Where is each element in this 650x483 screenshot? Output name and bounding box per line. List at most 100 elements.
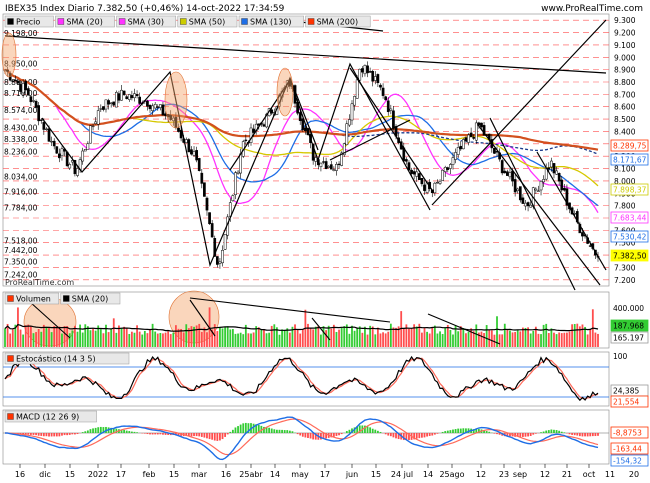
value-tag-box	[610, 230, 649, 243]
macd-histogram-bar	[162, 433, 164, 435]
candle-body	[117, 93, 121, 101]
macd-histogram-bar	[433, 433, 436, 435]
macd-histogram-bar	[125, 430, 128, 433]
volume-bar	[133, 332, 136, 347]
volume-bar	[581, 324, 584, 347]
macd-histogram-bar	[506, 433, 509, 437]
volume-bar	[514, 331, 517, 347]
macd-histogram-bar	[309, 433, 312, 439]
volume-bar	[550, 328, 553, 347]
x-tick-label: 12	[476, 470, 486, 479]
right-tick-label: 9.300	[614, 16, 636, 25]
macd-histogram-bar	[71, 433, 74, 435]
volume-bar	[6, 323, 9, 347]
left-tick-label: 7.442,00	[4, 246, 38, 255]
volume-bar	[506, 328, 509, 347]
candle-body	[500, 160, 504, 174]
volume-bar	[408, 328, 410, 347]
highlight-oval-2	[164, 71, 188, 129]
volume-bar	[244, 324, 247, 347]
macd-histogram-bar	[387, 433, 390, 436]
macd-histogram-bar	[263, 426, 265, 433]
macd-histogram-bar	[395, 433, 397, 439]
value-tag-box	[610, 319, 649, 332]
price-panel[interactable]	[2, 13, 610, 287]
legend-item	[177, 15, 238, 28]
volume-bar	[239, 332, 242, 347]
candle-body	[506, 171, 509, 176]
macd-histogram-bar	[335, 433, 338, 436]
macd-histogram-bar	[338, 433, 340, 436]
volume-bar	[138, 331, 141, 347]
macd-histogram-bar	[358, 425, 361, 433]
price-candles	[3, 61, 600, 269]
candle-body	[521, 197, 525, 204]
volume-bar	[97, 325, 100, 347]
volume-bar	[193, 326, 195, 347]
macd-histogram-bar	[560, 431, 563, 433]
volume-bar	[524, 327, 527, 347]
volume-bar	[216, 331, 219, 347]
volume-bar	[589, 329, 592, 347]
trendline-channel-b	[489, 117, 576, 291]
candle-body	[363, 65, 367, 75]
macd-histogram-bar	[84, 431, 87, 433]
watermark: www.ProRealTime.com	[541, 4, 643, 14]
candle-body	[187, 139, 191, 153]
macd-histogram-bar	[529, 433, 532, 436]
volume-bar	[488, 329, 491, 347]
volume-bar	[338, 329, 340, 347]
candle-body	[539, 181, 543, 191]
legend-label: MACD (12 26 9)	[16, 413, 79, 422]
macd-histogram-bar	[369, 427, 372, 433]
macd-histogram-bar	[524, 433, 527, 437]
macd-histogram-bar	[252, 423, 255, 433]
volume-sma-line	[4, 323, 599, 332]
candle-body	[392, 110, 395, 129]
macd-histogram-bar	[384, 433, 387, 435]
macd-histogram-bar	[219, 433, 221, 441]
candle-body	[171, 117, 175, 121]
macd-histogram-bar	[498, 433, 501, 435]
candle-body	[184, 139, 188, 143]
volume-bar	[353, 330, 356, 347]
candle-body	[415, 171, 419, 177]
candle-body	[16, 80, 20, 84]
macd-histogram-bar	[444, 431, 447, 433]
candle-body	[153, 103, 157, 109]
volume-bar	[115, 332, 118, 347]
volume-bar	[141, 334, 144, 347]
volume-bar	[42, 324, 45, 347]
volume-bar	[9, 333, 12, 347]
x-tick-label: 21	[562, 470, 572, 479]
legend-item	[116, 15, 177, 28]
candle-body	[389, 108, 393, 111]
candle-body	[482, 125, 486, 136]
macd-histogram-bar	[553, 429, 555, 433]
volume-bar	[358, 326, 361, 347]
macd-histogram-bar	[133, 431, 136, 433]
value-tag-text: 24,385	[613, 387, 639, 396]
volume-bar	[327, 325, 330, 347]
candle-body	[231, 195, 235, 201]
volume-bar	[128, 333, 131, 347]
candle-body	[480, 122, 483, 128]
candle-body	[112, 101, 116, 106]
macd-histogram-bar	[229, 431, 232, 433]
volume-bar	[540, 334, 542, 347]
candle-body	[192, 151, 196, 156]
candle-body	[6, 69, 9, 72]
candle-body	[516, 188, 520, 191]
volume-bar	[413, 324, 416, 347]
macd-histogram-bar	[270, 428, 273, 433]
candle-body	[26, 88, 30, 96]
volume-bar	[431, 326, 434, 347]
macd-histogram-bar	[340, 433, 343, 435]
volume-bar	[273, 324, 276, 347]
price-legend: Precio SMA (20) SMA (30) SMA (50) SMA (130) S…	[4, 15, 371, 28]
macd-histogram-bar	[193, 433, 195, 437]
macd-histogram-bar	[550, 429, 553, 433]
macd-histogram-bar	[301, 433, 304, 437]
candle-body	[156, 106, 160, 108]
volume-bar	[17, 307, 19, 347]
